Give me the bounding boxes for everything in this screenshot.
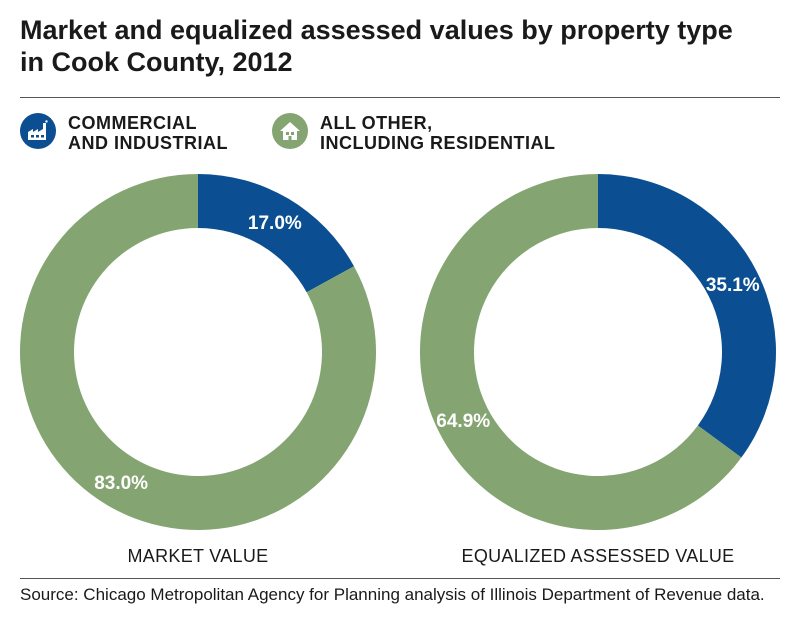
donut-chart-market-value: 17.0% 83.0% MARKET VALUE	[19, 174, 376, 566]
donut-slice-other	[19, 174, 376, 530]
slice-label-other: 83.0%	[94, 473, 148, 494]
source-note: Source: Chicago Metropolitan Agency for …	[20, 585, 765, 604]
legend-other-line-1: ALL OTHER,	[320, 113, 433, 133]
chart-caption: EQUALIZED ASSESSED VALUE	[462, 546, 735, 566]
legend-other-label: ALL OTHER, INCLUDING RESIDENTIAL	[320, 113, 556, 153]
house-icon	[280, 122, 300, 140]
top-divider	[20, 97, 780, 98]
chart-title-line-1: Market and equalized assessed values by …	[20, 15, 733, 45]
chart-title: Market and equalized assessed values by …	[20, 14, 780, 78]
donut-chart-equalized-assessed-value: 35.1% 64.9% EQUALIZED ASSESSED VALUE	[419, 174, 776, 566]
donut-slice-commercial	[598, 174, 776, 458]
legend-other-line-2: INCLUDING RESIDENTIAL	[320, 133, 556, 153]
legend-other-badge	[272, 113, 308, 149]
legend-other: ALL OTHER, INCLUDING RESIDENTIAL	[272, 113, 556, 153]
slice-label-commercial: 35.1%	[706, 275, 760, 296]
bottom-divider	[20, 578, 780, 579]
legend-commercial-line-1: COMMERCIAL	[68, 113, 197, 133]
chart-caption: MARKET VALUE	[128, 546, 269, 566]
donut-slice-other	[419, 174, 742, 530]
factory-icon	[28, 120, 48, 140]
legend-commercial-label: COMMERCIAL AND INDUSTRIAL	[68, 113, 228, 153]
legend-commercial-line-2: AND INDUSTRIAL	[68, 133, 228, 153]
donut-slice-commercial	[198, 174, 354, 293]
slice-label-other: 64.9%	[436, 411, 490, 432]
legend-commercial-badge	[20, 113, 56, 149]
slice-label-commercial: 17.0%	[248, 213, 302, 234]
legend-commercial: COMMERCIAL AND INDUSTRIAL	[20, 113, 228, 153]
chart-title-line-2: in Cook County, 2012	[20, 47, 293, 77]
